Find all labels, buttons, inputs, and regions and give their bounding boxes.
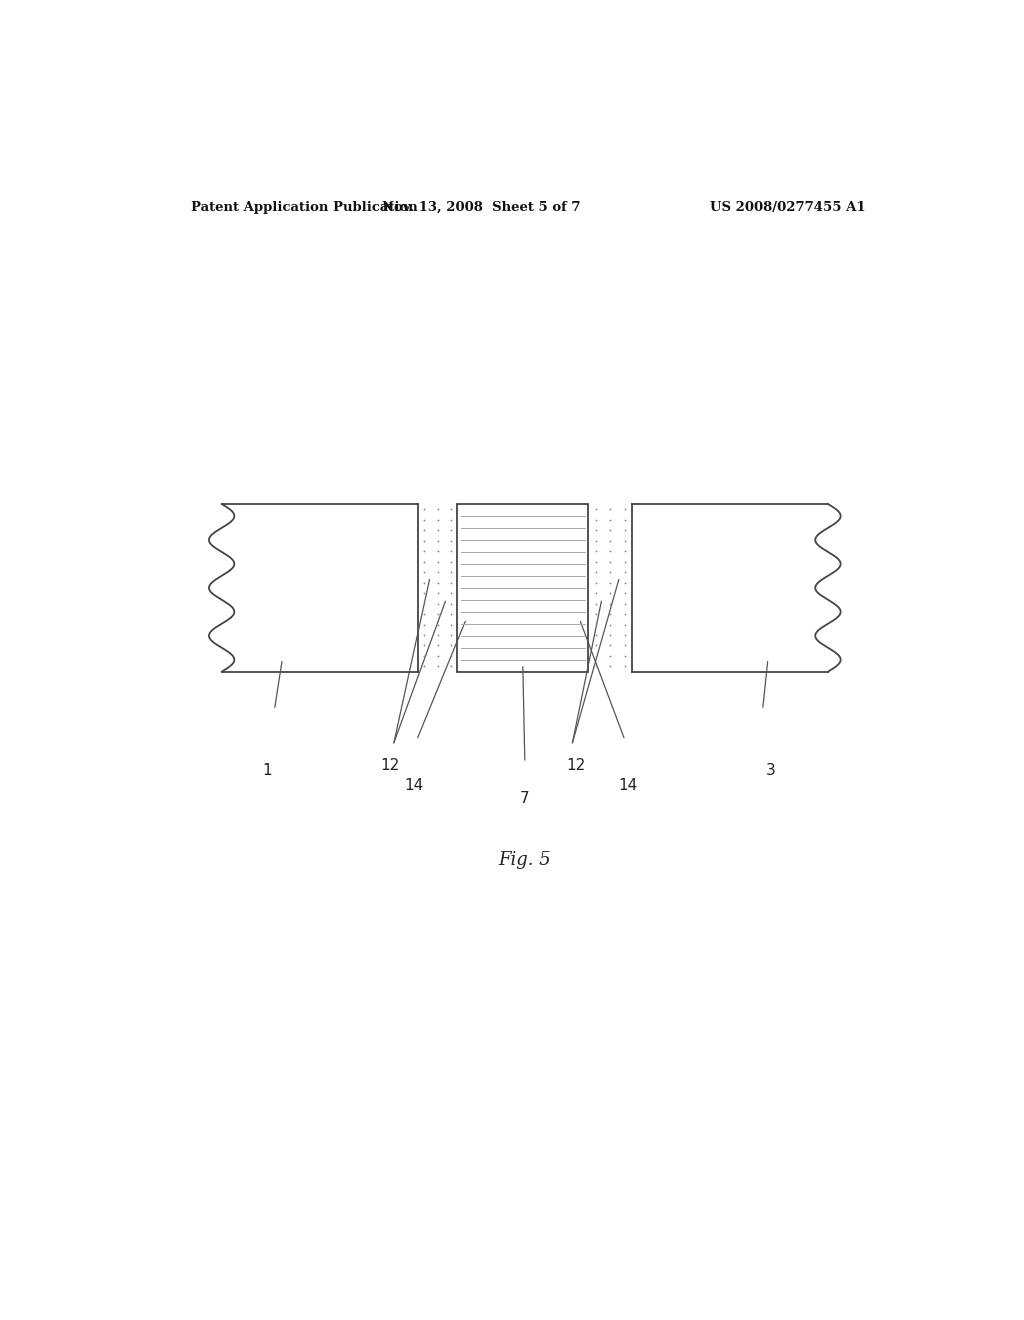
Text: Patent Application Publication: Patent Application Publication [191,201,418,214]
Text: US 2008/0277455 A1: US 2008/0277455 A1 [711,201,866,214]
Text: Nov. 13, 2008  Sheet 5 of 7: Nov. 13, 2008 Sheet 5 of 7 [382,201,581,214]
Text: 12: 12 [566,758,586,774]
Text: Fig. 5: Fig. 5 [499,850,551,869]
Text: 3: 3 [766,763,776,779]
Text: 14: 14 [404,779,423,793]
Text: 7: 7 [520,791,529,805]
Text: 1: 1 [262,763,271,779]
Text: 14: 14 [618,779,638,793]
Text: 12: 12 [380,758,399,774]
Bar [458,504,588,672]
